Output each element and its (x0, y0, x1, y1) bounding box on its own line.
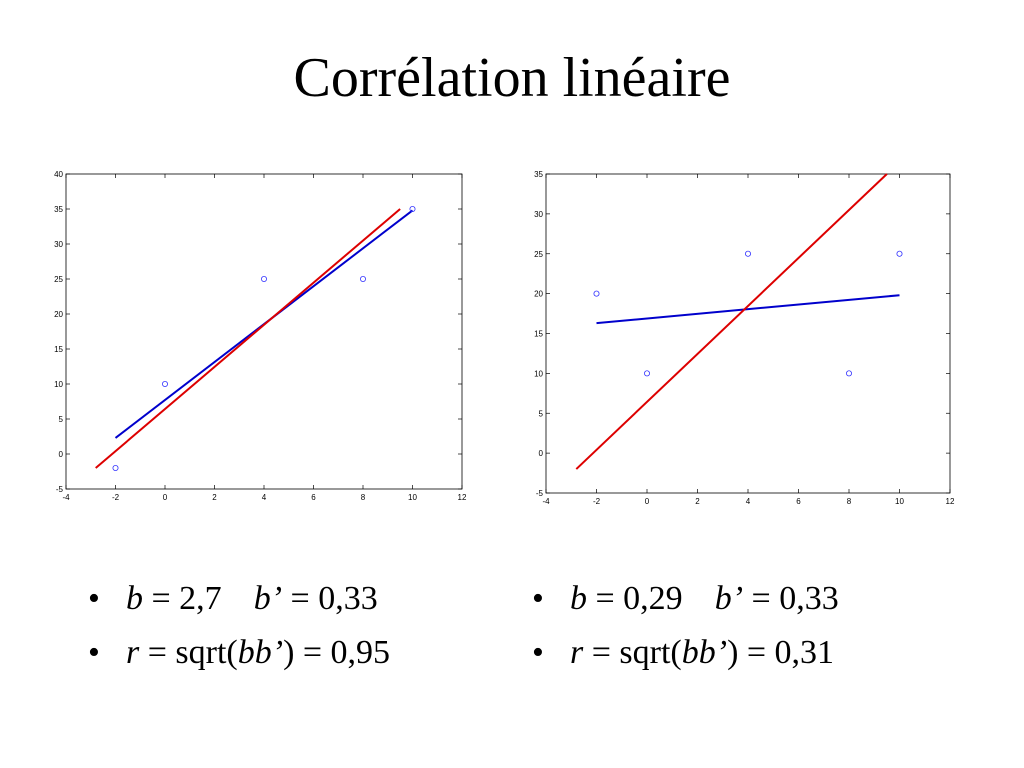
y-tick-label: 30 (534, 210, 543, 219)
y-tick-label: 15 (54, 345, 63, 354)
y-tick-label: 40 (54, 170, 63, 179)
b-prime-value: = 0,33 (282, 580, 378, 617)
data-point (162, 380, 169, 387)
chart-left: -4 -2 0 2 4 6 8 10 12 -5 0 5 10 15 20 25 30 35 40 (44, 164, 474, 514)
x-tick-label: 4 (746, 497, 751, 506)
y-tick-label: 15 (534, 330, 543, 339)
data-point (409, 206, 416, 213)
bullet-dot: • (532, 634, 544, 671)
x-tick-label: 12 (458, 493, 467, 502)
data-point (112, 464, 119, 471)
r-value: ) = 0,95 (283, 634, 391, 671)
r-symbol: r (126, 634, 140, 671)
chart-right-svg: -4 -2 0 2 4 6 8 10 12 -5 0 5 10 15 20 25 30 35 (534, 170, 955, 506)
y-tick-label: -5 (56, 485, 64, 494)
y-tick-label: 10 (534, 369, 543, 378)
x-tick-label: 6 (796, 497, 801, 506)
y-tick-label: 20 (534, 290, 543, 299)
r-formula: = sqrt( (583, 634, 682, 671)
bullet-list-left: • b = 2,7 b’ = 0,33 • r = sqrt(bb’) = 0,95 (88, 572, 390, 680)
bb-symbol: bb’ (681, 634, 728, 671)
b-value: = 2,7 (143, 580, 222, 617)
x-tick-label: 6 (311, 493, 316, 502)
data-point (260, 276, 267, 283)
bullet-item: • r = sqrt(bb’) = 0,31 (532, 626, 839, 680)
bullet-dot: • (88, 634, 100, 671)
chart-left-svg: -4 -2 0 2 4 6 8 10 12 -5 0 5 10 15 20 25 30 35 40 (54, 170, 467, 502)
x-tick-label: 12 (946, 497, 955, 506)
red-regression-line (575, 173, 888, 470)
data-point (593, 290, 600, 297)
r-symbol: r (570, 634, 584, 671)
x-tick-label: 4 (262, 493, 267, 502)
y-tick-label: 5 (59, 415, 64, 424)
x-tick-label: 2 (695, 497, 700, 506)
y-tick-label: 30 (54, 240, 63, 249)
y-tick-label: 35 (54, 205, 63, 214)
x-tick-label: 10 (408, 493, 417, 502)
y-tick-label: -5 (536, 489, 544, 498)
x-tick-label: -4 (62, 493, 70, 502)
x-tick-label: 8 (847, 497, 852, 506)
chart-right: -4 -2 0 2 4 6 8 10 12 -5 0 5 10 15 20 25 30 35 (524, 164, 964, 514)
bullet-item: • r = sqrt(bb’) = 0,95 (88, 626, 390, 680)
b-prime-value: = 0,33 (743, 580, 839, 617)
data-point (845, 370, 852, 377)
plot-area (545, 173, 951, 494)
data-point (644, 370, 651, 377)
x-tick-label: -2 (112, 493, 120, 502)
x-tick-label: 2 (212, 493, 217, 502)
bullet-dot: • (88, 580, 100, 617)
y-tick-label: 35 (534, 170, 543, 179)
x-tick-label: 10 (895, 497, 904, 506)
x-tick-label: -2 (593, 497, 601, 506)
bullet-item: • b = 2,7 b’ = 0,33 (88, 572, 390, 626)
y-tick-label: 0 (539, 449, 544, 458)
red-regression-line (95, 208, 401, 469)
r-formula: = sqrt( (139, 634, 238, 671)
y-tick-label: 10 (54, 380, 63, 389)
y-tick-label: 20 (54, 310, 63, 319)
y-tick-label: 5 (539, 409, 544, 418)
b-symbol: b (126, 580, 143, 617)
r-value: ) = 0,31 (727, 634, 835, 671)
b-prime-symbol: b’ (253, 580, 283, 617)
blue-regression-line (596, 294, 900, 325)
x-tick-label: 0 (645, 497, 650, 506)
slide-title: Corrélation linéaire (293, 47, 731, 109)
y-tick-label: 25 (534, 250, 543, 259)
x-tick-label: 0 (163, 493, 168, 502)
data-point (359, 276, 366, 283)
bullet-item: • b = 0,29 b’ = 0,33 (532, 572, 839, 626)
data-point (744, 250, 751, 257)
y-tick-label: 0 (59, 450, 64, 459)
b-prime-symbol: b’ (714, 580, 744, 617)
bullet-dot: • (532, 580, 544, 617)
x-tick-label: 8 (361, 493, 366, 502)
bb-symbol: bb’ (237, 634, 284, 671)
bullet-list-right: • b = 0,29 b’ = 0,33 • r = sqrt(bb’) = 0,31 (532, 572, 839, 680)
b-symbol: b (570, 580, 587, 617)
data-point (896, 250, 903, 257)
x-tick-label: -4 (542, 497, 550, 506)
y-tick-label: 25 (54, 275, 63, 284)
b-value: = 0,29 (587, 580, 683, 617)
